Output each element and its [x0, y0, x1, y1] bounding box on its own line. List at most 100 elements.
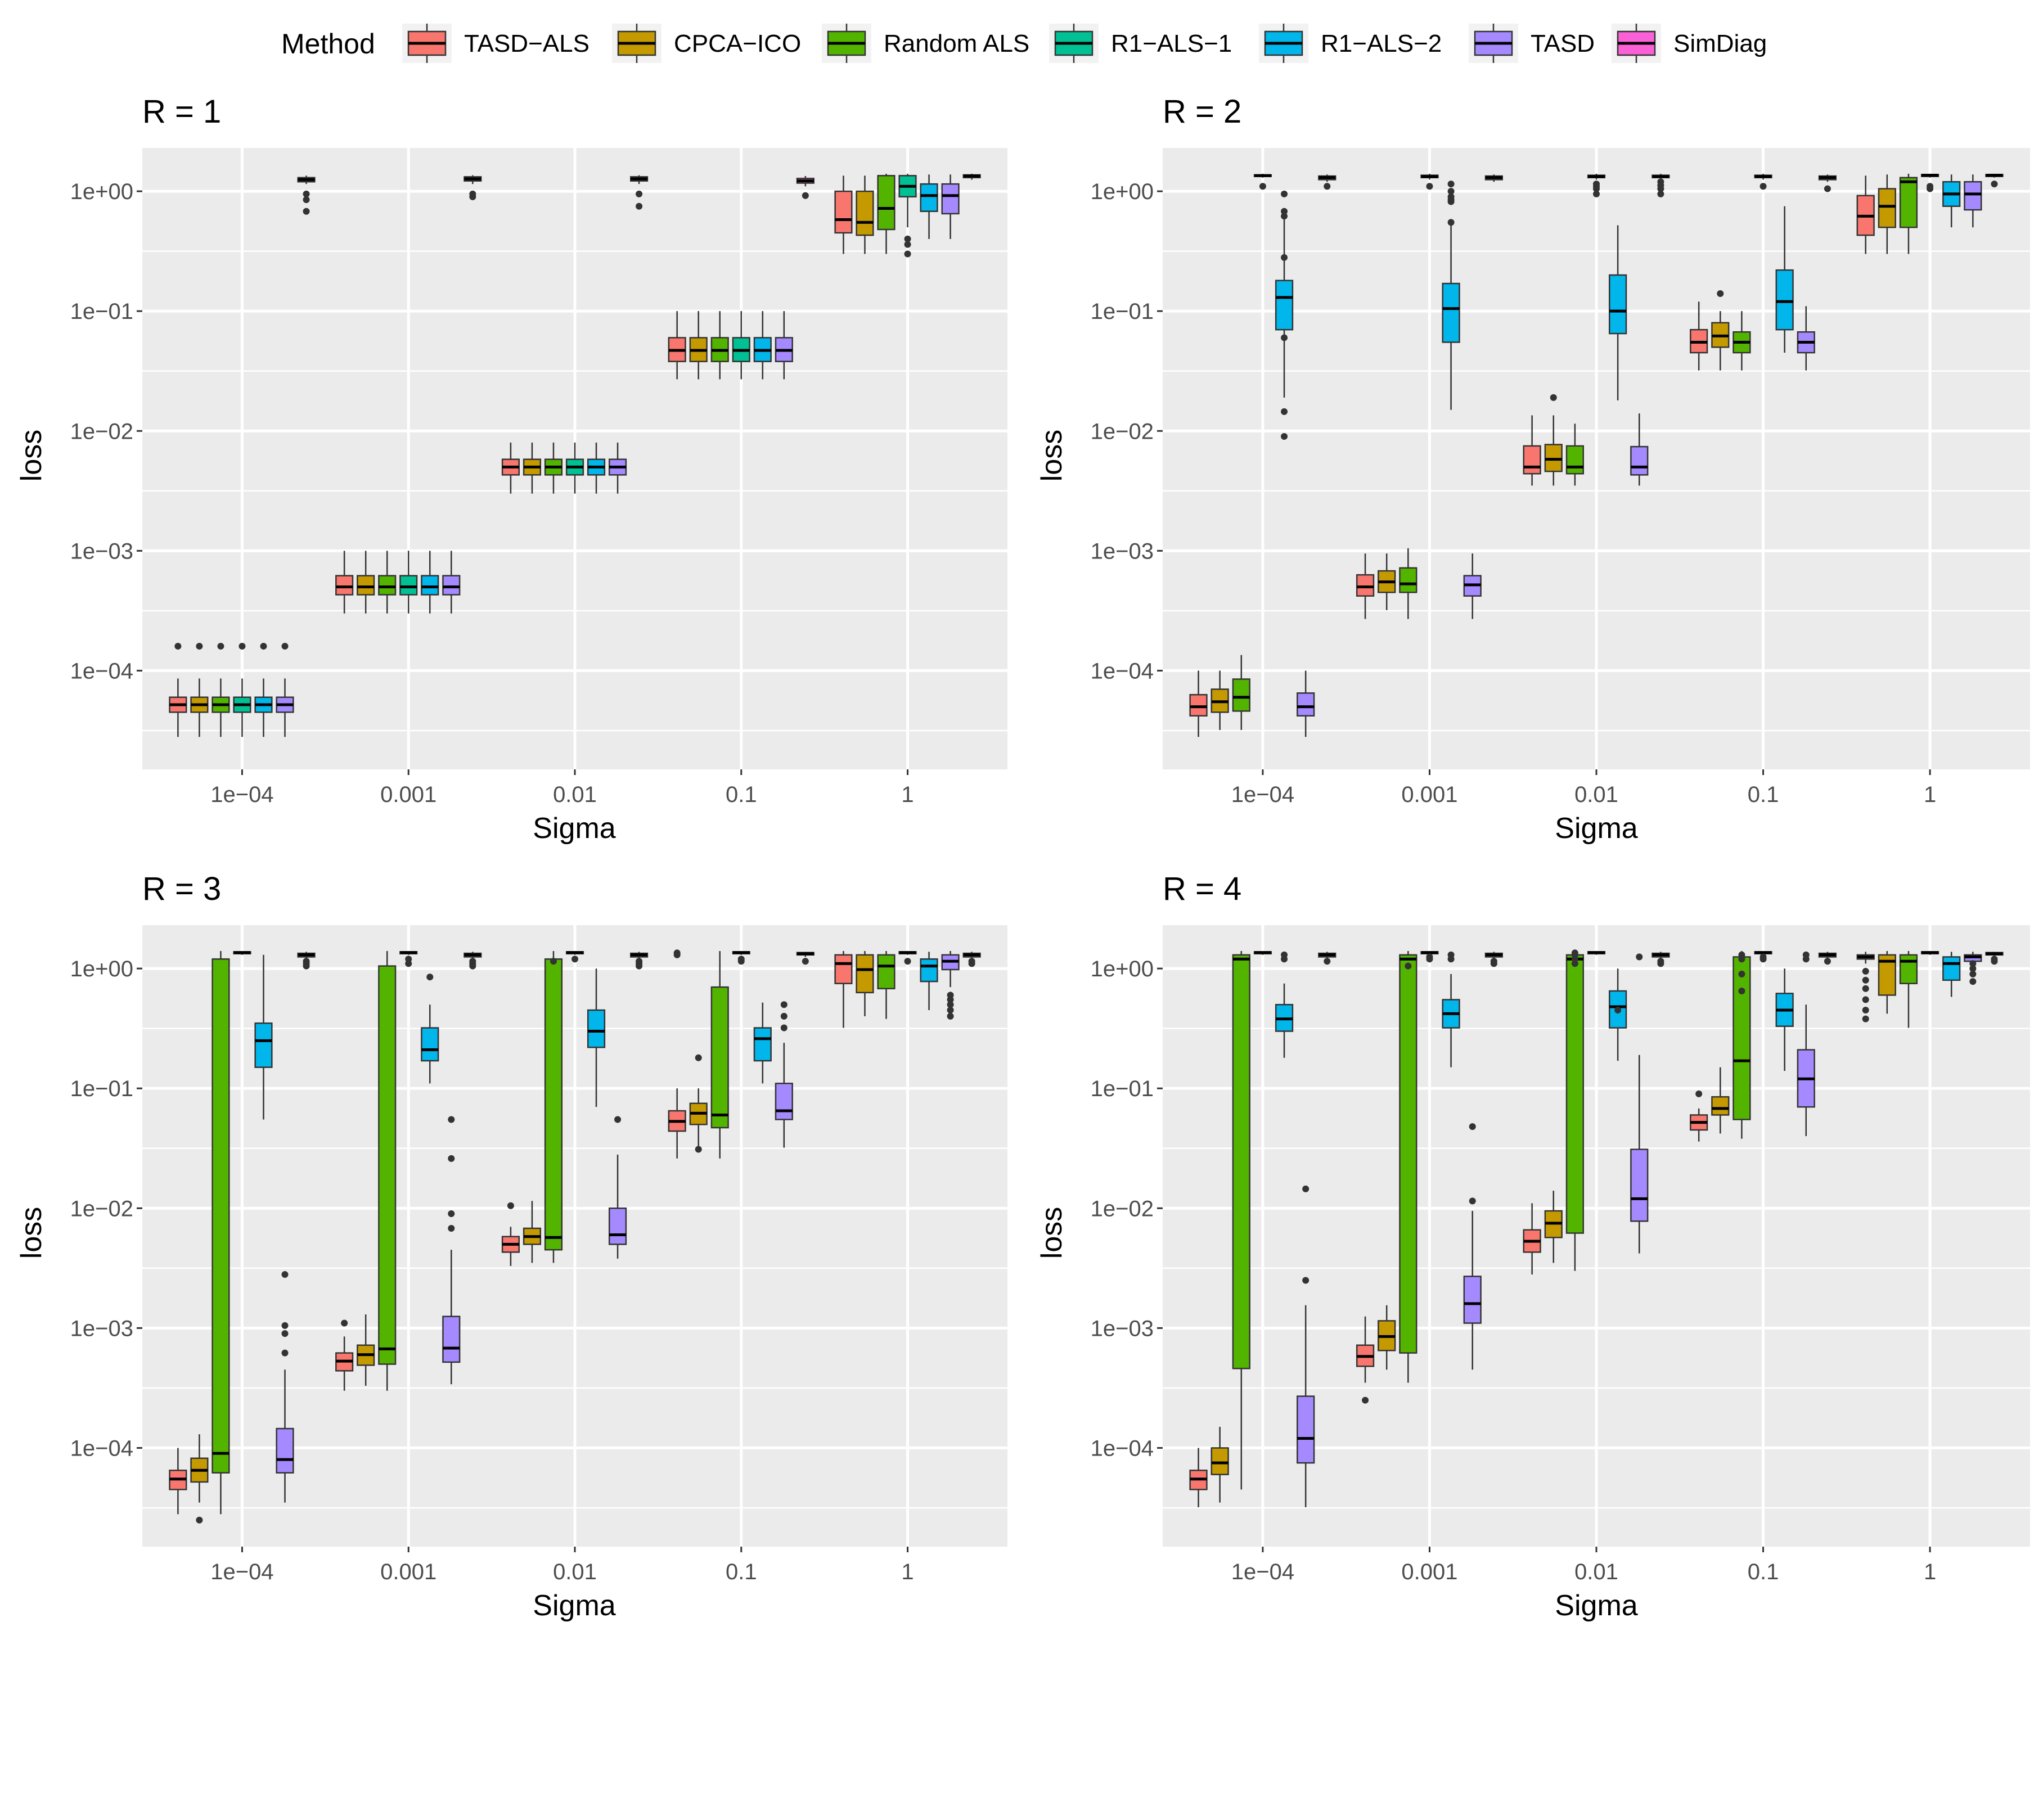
box-tasd: [1964, 174, 1982, 228]
box-simdiag: [464, 175, 482, 200]
outlier-point: [1862, 1006, 1869, 1013]
outlier-point: [1571, 960, 1578, 967]
outlier-point: [1657, 960, 1664, 967]
outlier-point: [281, 1322, 289, 1329]
box-cpca-ico: [689, 311, 708, 380]
outlier-point: [1469, 1197, 1476, 1205]
outlier-point: [1324, 958, 1331, 965]
outlier-point: [1593, 185, 1600, 192]
box-tasd-als: [1356, 1316, 1375, 1404]
box-simdiag: [1652, 952, 1670, 967]
box-simdiag: [796, 175, 814, 199]
legend-label: CPCA−ICO: [674, 30, 801, 57]
outlier-point: [1490, 960, 1497, 967]
outlier-point: [1862, 1015, 1869, 1022]
box-tasd: [941, 950, 960, 1020]
outlier-point: [780, 1024, 788, 1031]
box-random-als: [1399, 548, 1418, 619]
box-body: [544, 958, 563, 1251]
box-random-als: [378, 950, 397, 1391]
outlier-point: [448, 1210, 455, 1218]
box-body: [1964, 181, 1982, 211]
box-tasd: [276, 642, 294, 737]
box-simdiag: [464, 952, 482, 970]
outlier-point: [1927, 185, 1934, 192]
outlier-point: [507, 1202, 514, 1209]
outlier-point: [1657, 185, 1664, 192]
outlier-point: [1281, 334, 1288, 341]
box-r1-als-1: [732, 311, 750, 380]
outlier-point: [1738, 956, 1745, 963]
outlier-point: [1302, 1277, 1310, 1284]
outlier-point: [1550, 394, 1557, 401]
outlier-point: [904, 241, 911, 248]
box-body: [357, 575, 375, 596]
outlier-point: [303, 196, 310, 204]
box-simdiag: [1818, 952, 1837, 965]
box-simdiag: [297, 175, 316, 215]
box-body: [1232, 954, 1250, 1369]
box-body: [442, 575, 461, 596]
x-tick-label: 0.1: [726, 782, 757, 807]
box-random-als: [877, 173, 896, 254]
box-tasd-als: [834, 175, 853, 254]
box-r1-als-1: [565, 442, 584, 494]
outlier-point: [695, 1146, 702, 1153]
box-body: [710, 986, 729, 1129]
box-body: [1899, 177, 1918, 228]
box-random-als: [544, 442, 563, 494]
box-body: [1232, 678, 1250, 712]
y-tick-label: 1e+00: [70, 957, 133, 981]
panel-r2: R = 2 Sigma loss 1e−04 1e−03 1e−02 1e−01 1e+…: [1036, 93, 2030, 845]
outlier-point: [1991, 181, 1998, 188]
box-r1-als-1: [1253, 950, 1272, 955]
outlier-point: [469, 193, 476, 200]
box-tasd-als: [335, 551, 354, 614]
legend-label: TASD: [1531, 30, 1595, 57]
box-random-als: [1565, 424, 1584, 486]
box-tasd: [1297, 1185, 1315, 1507]
x-tick-label: 0.01: [553, 782, 597, 807]
box-tasd: [1964, 952, 1982, 985]
box-r1-als-2: [1942, 174, 1961, 228]
x-axis-title: Sigma: [533, 812, 615, 845]
x-tick-label: 0.01: [1574, 1560, 1618, 1584]
box-body: [1609, 990, 1627, 1029]
x-tick-label: 1e−04: [210, 1560, 273, 1584]
outlier-point: [1281, 213, 1288, 220]
box-r1-als-1: [1754, 173, 1772, 190]
outlier-point: [636, 190, 643, 197]
box-r1-als-1: [898, 173, 917, 258]
box-body: [1210, 1447, 1229, 1475]
outlier-point: [196, 642, 203, 650]
outlier-point: [1969, 960, 1977, 967]
outlier-point: [636, 962, 643, 970]
y-tick-label: 1e−02: [1091, 1196, 1154, 1221]
box-r1-als-1: [399, 551, 418, 614]
outlier-point: [550, 958, 557, 965]
box-tasd-als: [1856, 175, 1875, 254]
outlier-point: [1862, 967, 1869, 975]
outlier-point: [1824, 958, 1831, 965]
box-tasd-als: [169, 1448, 187, 1515]
outlier-point: [1593, 190, 1600, 197]
outlier-point: [341, 1319, 348, 1327]
box-r1-als-1: [1253, 173, 1272, 190]
legend-label: Random ALS: [884, 30, 1029, 57]
outlier-point: [238, 642, 246, 650]
box-tasd: [775, 311, 793, 380]
box-body: [1399, 954, 1418, 1354]
box-body: [335, 575, 354, 596]
box-tasd-als: [501, 442, 520, 494]
x-tick-label: 1: [901, 1560, 914, 1584]
box-random-als: [710, 950, 729, 1159]
box-simdiag: [1985, 173, 2004, 188]
box-r1-als-2: [254, 642, 273, 737]
box-tasd-als: [1856, 952, 1875, 1022]
box-body: [856, 954, 874, 994]
box-random-als: [1899, 173, 1918, 254]
outlier-point: [1362, 1396, 1369, 1404]
box-cpca-ico: [357, 551, 375, 614]
box-tasd-als: [169, 642, 187, 737]
box-cpca-ico: [1378, 553, 1396, 610]
